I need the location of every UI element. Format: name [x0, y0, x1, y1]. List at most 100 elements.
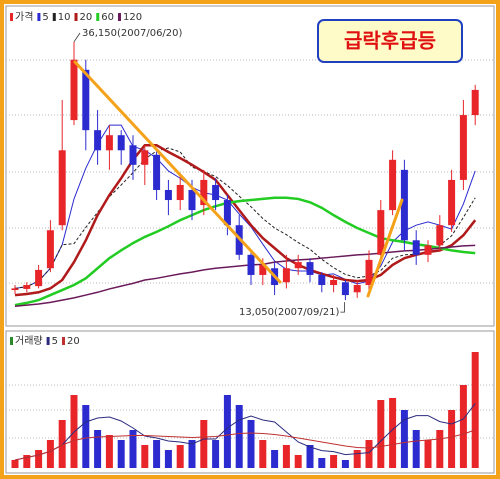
volume-bar — [200, 420, 208, 468]
volume-bar — [424, 440, 432, 468]
volume-bar — [153, 440, 161, 468]
trend-line — [73, 60, 282, 284]
volume-bar — [188, 440, 196, 468]
moving-average — [14, 244, 476, 308]
legend-label: 5 — [42, 12, 48, 23]
volume-bar — [400, 410, 408, 468]
volume-bar — [35, 450, 43, 468]
annotation-leader — [73, 32, 81, 43]
volume-average — [14, 403, 476, 461]
candle-body — [82, 69, 90, 131]
volume-bar — [223, 395, 231, 468]
volume-bar — [247, 420, 255, 468]
candle-body — [459, 115, 467, 180]
volume-bar — [271, 450, 279, 468]
annotation-arrow — [340, 302, 345, 313]
legend-label: 60 — [101, 12, 114, 23]
candle-body — [11, 288, 19, 291]
volume-bar — [471, 352, 479, 468]
candle-body — [353, 285, 361, 293]
candle-body — [23, 285, 31, 289]
candle-body — [247, 254, 255, 275]
legend-label: 20 — [67, 336, 80, 347]
volume-bar — [459, 385, 467, 468]
volume-bar — [58, 420, 66, 468]
volume-bar — [117, 440, 125, 468]
legend-swatch — [52, 13, 56, 21]
candle-body — [306, 262, 314, 275]
trend-lines — [73, 60, 404, 298]
volume-bar — [436, 430, 444, 468]
volume-bar — [82, 405, 90, 468]
legend-swatch — [10, 13, 13, 21]
moving-average — [14, 147, 476, 289]
volume-bar — [11, 460, 19, 468]
candle-body — [330, 279, 338, 286]
volume-bar — [330, 455, 338, 468]
volume-bar — [389, 398, 397, 468]
legend-swatch — [10, 337, 13, 345]
volume-bar — [412, 430, 420, 468]
candle-body — [223, 200, 231, 226]
volume-bar — [377, 400, 385, 468]
legend-label: 10 — [58, 12, 71, 23]
candle-body — [94, 130, 102, 151]
legend-label: 20 — [80, 12, 93, 23]
legend-label: 120 — [123, 12, 142, 23]
candle-body — [424, 245, 432, 255]
legend-label: 거래량 — [15, 335, 43, 347]
candle-body — [35, 269, 43, 287]
candle-body — [200, 179, 208, 206]
candle-body — [153, 154, 161, 190]
legend-swatch — [46, 337, 50, 345]
legend-swatch — [37, 13, 41, 21]
moving-average — [14, 196, 476, 307]
volume-bar — [129, 430, 137, 468]
volume-bar — [318, 458, 326, 468]
trend-line — [366, 198, 404, 298]
volume-average — [14, 429, 476, 461]
volume-bar — [164, 450, 172, 468]
candle-body — [448, 179, 456, 226]
candle-body — [282, 268, 290, 283]
legend-swatch — [96, 13, 100, 21]
candle-body — [318, 274, 326, 286]
candle-body — [188, 189, 196, 211]
volume-bar — [105, 435, 113, 468]
volume-bar — [282, 445, 290, 468]
volume-bar — [141, 445, 149, 468]
candle-body — [141, 150, 149, 165]
candle-body — [212, 184, 220, 201]
candle-body — [471, 89, 479, 116]
candle-body — [259, 264, 267, 275]
volume-bar — [23, 455, 31, 468]
legend-swatch — [74, 13, 78, 21]
moving-average — [14, 124, 476, 289]
volume-bar — [341, 460, 349, 468]
volume-bar — [176, 445, 184, 468]
legend-label: 5 — [52, 336, 58, 347]
candle-body — [412, 240, 420, 255]
volume-bar — [306, 445, 314, 468]
title-box — [317, 19, 463, 63]
volume-bar — [294, 455, 302, 468]
candle-body — [176, 184, 184, 201]
volume-bar — [235, 405, 243, 468]
candle-body — [105, 135, 113, 151]
candle-body — [117, 135, 125, 151]
candle-body — [436, 225, 444, 246]
volume-bar — [353, 450, 361, 468]
candle-body — [400, 169, 408, 241]
legend-swatch — [61, 337, 65, 345]
volume-bar — [46, 440, 54, 468]
volume-bar — [365, 440, 373, 468]
candle-body — [389, 159, 397, 211]
candle-body — [70, 59, 78, 121]
volume-bar — [94, 430, 102, 468]
candle-body — [377, 210, 385, 255]
legend-swatch — [117, 13, 121, 21]
volume-bar — [212, 440, 220, 468]
candle-body — [365, 259, 373, 286]
legend-label: 가격 — [15, 10, 33, 23]
